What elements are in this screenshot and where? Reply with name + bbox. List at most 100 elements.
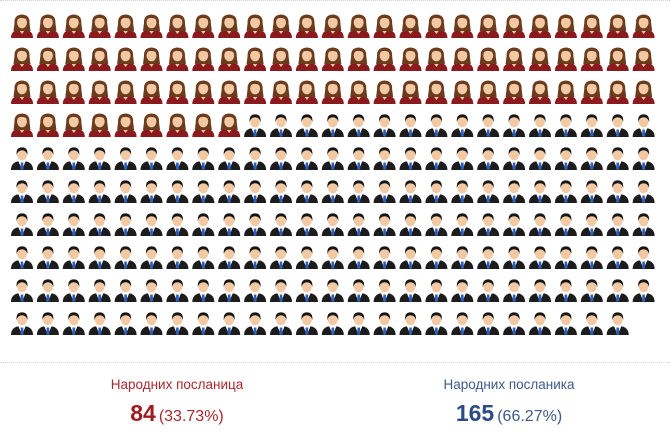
man-icon (36, 147, 59, 170)
man-icon (270, 147, 292, 170)
woman-icon (503, 14, 526, 38)
woman-icon (295, 47, 318, 71)
man-icon (192, 147, 215, 170)
woman-icon (114, 47, 137, 71)
man-icon (347, 213, 370, 236)
legend-men-label: Народних посланика (443, 377, 575, 392)
woman-icon (373, 14, 396, 38)
man-icon (399, 279, 422, 302)
woman-icon (425, 80, 448, 104)
man-icon (399, 246, 422, 269)
woman-icon (218, 14, 241, 38)
woman-icon (632, 47, 655, 71)
man-icon (606, 114, 629, 137)
legend-men-count: 165 (455, 400, 495, 426)
man-icon (140, 312, 163, 335)
man-icon (451, 114, 474, 137)
woman-icon (192, 14, 215, 38)
man-icon (88, 213, 111, 236)
man-icon (192, 213, 215, 236)
woman-icon (140, 113, 163, 137)
woman-icon (62, 47, 85, 71)
man-icon (529, 114, 551, 137)
man-icon (554, 279, 577, 302)
woman-icon (529, 80, 551, 104)
man-icon (529, 147, 551, 170)
man-icon (477, 246, 500, 269)
woman-icon (140, 14, 163, 38)
man-icon (529, 180, 551, 203)
man-icon (580, 180, 603, 203)
woman-icon (62, 113, 85, 137)
man-icon (295, 279, 318, 302)
man-icon (373, 147, 396, 170)
woman-icon (321, 14, 344, 38)
man-icon (580, 213, 603, 236)
man-icon (218, 279, 241, 302)
man-icon (425, 213, 448, 236)
man-icon (477, 312, 500, 335)
man-icon (11, 246, 33, 269)
woman-icon (62, 14, 85, 38)
man-icon (270, 279, 292, 302)
man-icon (140, 147, 163, 170)
man-icon (554, 312, 577, 335)
man-icon (580, 114, 603, 137)
man-icon (606, 312, 629, 335)
man-icon (36, 312, 59, 335)
man-icon (114, 246, 137, 269)
man-icon (554, 114, 577, 137)
woman-icon (166, 80, 189, 104)
man-icon (88, 279, 111, 302)
woman-icon (580, 80, 603, 104)
man-icon (140, 246, 163, 269)
woman-icon (554, 14, 577, 38)
man-icon (580, 246, 603, 269)
man-icon (425, 180, 448, 203)
man-icon (88, 246, 111, 269)
man-icon (554, 147, 577, 170)
man-icon (244, 246, 267, 269)
pictograph-grid (11, 14, 655, 335)
man-icon (347, 312, 370, 335)
man-icon (477, 114, 500, 137)
man-icon (166, 180, 189, 203)
man-icon (88, 147, 111, 170)
woman-icon (399, 80, 422, 104)
woman-icon (140, 47, 163, 71)
legend-divider (0, 362, 670, 363)
man-icon (218, 147, 241, 170)
legend-men-percent: (66.27%) (497, 408, 563, 425)
man-icon (244, 180, 267, 203)
man-icon (321, 246, 344, 269)
legend-women-count: 84 (130, 400, 156, 426)
man-icon (347, 180, 370, 203)
woman-icon (192, 47, 215, 71)
man-icon (529, 279, 551, 302)
woman-icon (88, 113, 111, 137)
man-icon (244, 114, 267, 137)
man-icon (529, 246, 551, 269)
woman-icon (270, 14, 292, 38)
woman-icon (88, 47, 111, 71)
woman-icon (580, 14, 603, 38)
woman-icon (451, 80, 474, 104)
man-icon (244, 312, 267, 335)
woman-icon (36, 80, 59, 104)
woman-icon (321, 47, 344, 71)
top-divider (0, 0, 670, 1)
man-icon (632, 180, 655, 203)
man-icon (580, 279, 603, 302)
man-icon (321, 279, 344, 302)
woman-icon (529, 47, 551, 71)
man-icon (451, 147, 474, 170)
man-icon (295, 147, 318, 170)
man-icon (425, 246, 448, 269)
woman-icon (554, 47, 577, 71)
man-icon (373, 246, 396, 269)
woman-icon (606, 14, 629, 38)
woman-icon (580, 47, 603, 71)
woman-icon (218, 113, 241, 137)
man-icon (192, 180, 215, 203)
man-icon (140, 279, 163, 302)
